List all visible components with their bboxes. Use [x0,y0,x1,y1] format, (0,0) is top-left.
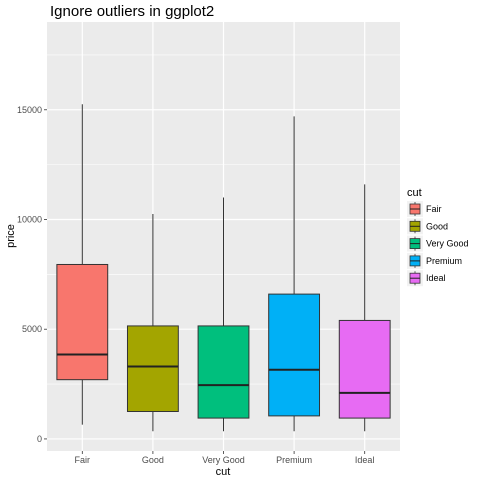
x-tick-label: Ideal [355,455,375,465]
legend-label: Very Good [426,239,469,249]
x-tick-label: Good [142,455,164,465]
y-axis-title: price [5,224,17,248]
y-axis: 0 5000 10000 15000 [17,105,47,444]
x-tick-label: Fair [75,455,91,465]
legend: cut Fair Good Very Good Premium Ideal [407,187,469,287]
legend-title: cut [407,187,422,199]
legend-label: Fair [426,204,442,214]
boxes-layer [56,104,391,432]
chart-title: Ignore outliers in ggplot2 [50,3,214,20]
box-fair [56,104,109,425]
x-axis: Fair Good Very Good Premium Ideal [75,451,375,465]
legend-item-very-good: Very Good [407,235,469,252]
x-tick-label: Premium [276,455,312,465]
box-very-good [197,197,250,432]
legend-item-fair: Fair [407,201,442,217]
y-tick-label: 15000 [17,105,42,115]
box-body [197,325,250,419]
x-axis-title: cut [216,466,231,478]
box-ideal [338,184,391,432]
box-body [338,319,391,419]
legend-label: Premium [426,256,462,266]
legend-label: Ideal [426,273,446,283]
y-tick-label: 0 [37,434,42,444]
box-premium [268,116,321,432]
legend-item-good: Good [407,218,448,235]
y-tick-label: 10000 [17,214,42,224]
legend-label: Good [426,221,448,231]
legend-item-ideal: Ideal [407,270,446,287]
box-good [126,214,179,432]
box-body [126,325,179,413]
legend-item-premium: Premium [407,252,462,269]
box-body [268,293,321,417]
box-body [56,263,109,381]
y-tick-label: 5000 [22,324,42,334]
x-tick-label: Very Good [202,455,245,465]
